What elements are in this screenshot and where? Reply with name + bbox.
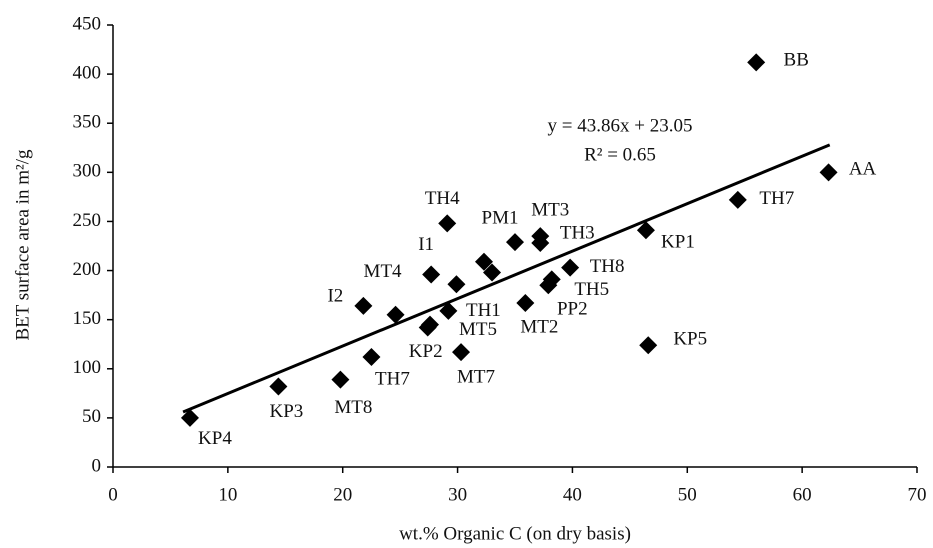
y-axis-label: BET surface area in m²/g — [12, 149, 33, 341]
y-tick-label: 450 — [73, 13, 102, 34]
point-label: TH5 — [574, 279, 609, 300]
point-label: MT7 — [457, 366, 495, 387]
y-tick-label: 100 — [73, 357, 102, 378]
y-tick-label: 50 — [82, 406, 101, 427]
point-label: MT3 — [531, 200, 569, 221]
x-tick-label: 60 — [793, 484, 812, 505]
point-label: TH8 — [590, 256, 625, 277]
point — [452, 343, 471, 362]
y-tick-label: 400 — [73, 62, 102, 83]
point — [180, 408, 199, 427]
point-label: KP5 — [673, 329, 707, 350]
x-tick-label: 20 — [333, 484, 352, 505]
point — [439, 301, 458, 320]
equation: y = 43.86x + 23.05 — [548, 115, 693, 136]
point-label: TH3 — [560, 222, 595, 243]
x-tick-label: 40 — [563, 484, 582, 505]
point — [269, 377, 288, 396]
point-label: KP1 — [661, 232, 695, 253]
point — [728, 190, 747, 209]
point — [331, 370, 350, 389]
point — [561, 258, 580, 277]
x-axis-label: wt.% Organic C (on dry basis) — [399, 523, 631, 544]
point-label: I2 — [327, 285, 343, 306]
point — [636, 221, 655, 240]
point-label: TH4 — [425, 188, 460, 209]
x-tick-label: 70 — [908, 484, 927, 505]
point-label: PP2 — [557, 299, 588, 320]
point — [438, 214, 457, 233]
y-tick-label: 200 — [73, 259, 102, 280]
x-tick-label: 50 — [678, 484, 697, 505]
point-label: KP3 — [269, 401, 303, 422]
point — [474, 252, 493, 271]
point — [542, 270, 561, 289]
point-label: KP2 — [409, 341, 443, 362]
point — [386, 305, 405, 324]
point-label: PM1 — [482, 207, 519, 228]
x-tick-label: 10 — [218, 484, 237, 505]
trendline — [182, 143, 831, 414]
y-tick-label: 150 — [73, 308, 102, 329]
point-label: AA — [849, 159, 877, 180]
y-tick-label: 300 — [73, 161, 102, 182]
point-label: MT4 — [364, 261, 403, 282]
point — [422, 265, 441, 284]
point — [516, 293, 535, 312]
x-tick-label: 0 — [108, 484, 118, 505]
point — [362, 347, 381, 366]
point — [447, 275, 466, 294]
point — [531, 234, 550, 253]
y-tick-label: 350 — [73, 112, 102, 133]
point-label: BB — [784, 50, 809, 71]
point-label: TH7 — [375, 368, 410, 389]
y-tick-label: 250 — [73, 210, 102, 231]
point — [639, 336, 658, 355]
point-label: MT8 — [334, 397, 372, 418]
point — [819, 163, 838, 182]
point-label: I1 — [418, 234, 434, 255]
point — [354, 296, 373, 315]
point — [421, 315, 440, 334]
r-squared: R² = 0.65 — [584, 144, 656, 165]
point — [506, 233, 524, 252]
point — [483, 263, 502, 282]
point-label: TH1 — [466, 300, 501, 321]
point-label: MT2 — [520, 316, 558, 337]
point-label: KP4 — [198, 428, 232, 449]
x-tick-label: 30 — [448, 484, 467, 505]
point-label: MT5 — [459, 319, 497, 340]
point-label: TH7 — [759, 188, 794, 209]
point — [747, 53, 766, 72]
y-tick-label: 0 — [92, 455, 102, 476]
